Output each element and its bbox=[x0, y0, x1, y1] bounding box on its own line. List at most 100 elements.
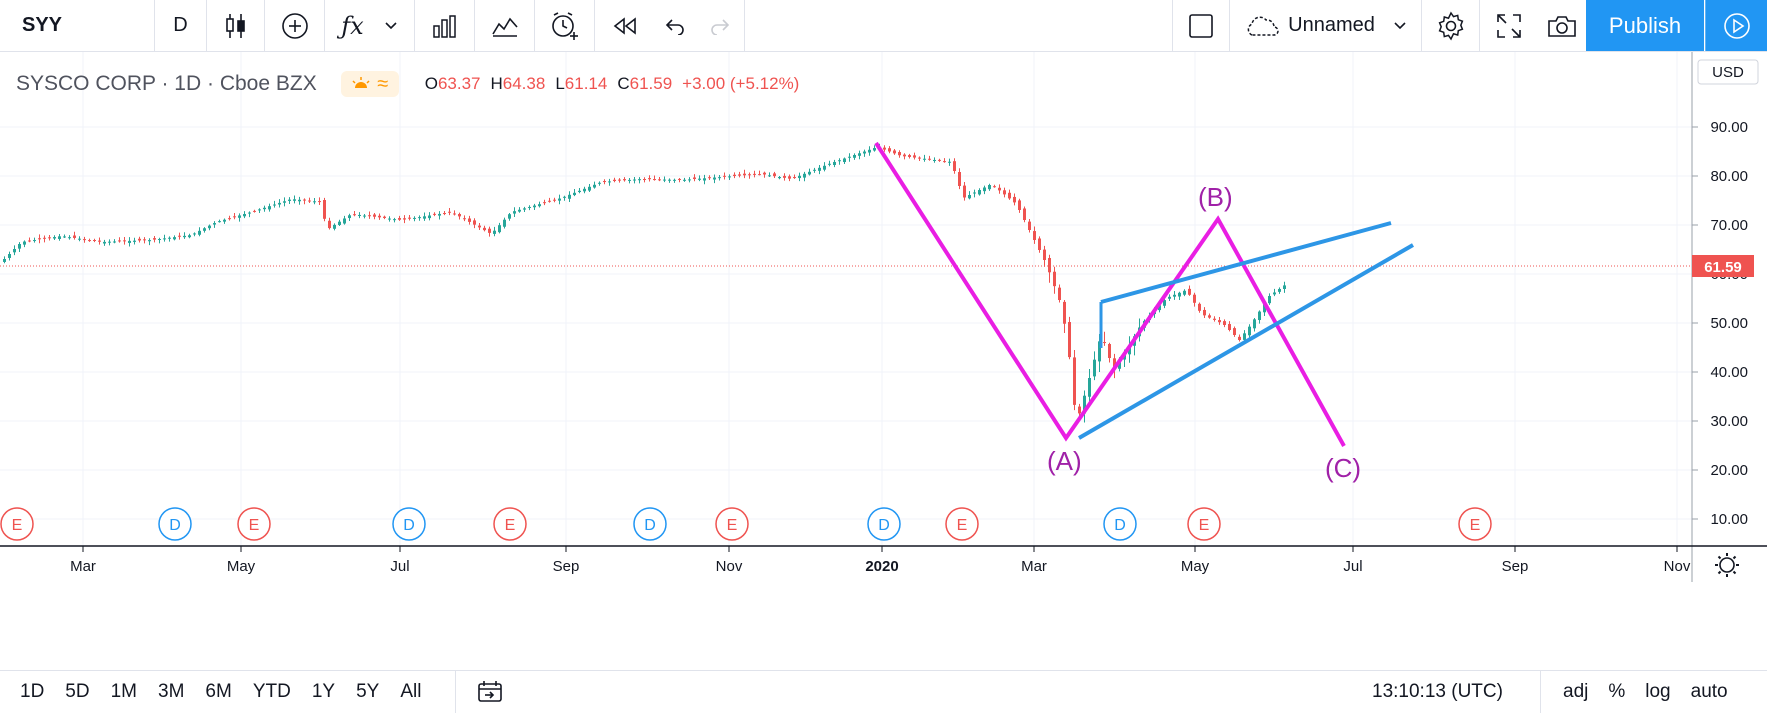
go-to-date-button[interactable] bbox=[455, 671, 504, 713]
replay-button[interactable] bbox=[595, 0, 655, 51]
time-tick-label: Nov bbox=[716, 558, 743, 575]
earnings-marker[interactable]: E bbox=[1187, 507, 1221, 541]
undo-button[interactable] bbox=[655, 0, 695, 51]
market-status-badge[interactable]: ≈ bbox=[340, 71, 399, 97]
range-5y[interactable]: 5Y bbox=[356, 681, 380, 702]
settings-button[interactable] bbox=[1422, 0, 1480, 51]
earnings-marker[interactable]: E bbox=[715, 507, 749, 541]
time-utc[interactable]: 13:10:13 (UTC) bbox=[1372, 681, 1503, 702]
range-1d[interactable]: 1D bbox=[20, 681, 45, 702]
candle bbox=[188, 233, 191, 239]
add-compare-icon bbox=[281, 12, 308, 39]
candle bbox=[318, 197, 321, 205]
price-tick-label: 20.00 bbox=[1710, 462, 1748, 479]
candle bbox=[888, 146, 891, 154]
earnings-marker[interactable]: E bbox=[1458, 507, 1492, 541]
layout-name-button[interactable]: Unnamed bbox=[1230, 0, 1422, 51]
log-toggle[interactable]: log bbox=[1645, 681, 1671, 702]
candle bbox=[788, 174, 791, 182]
candle bbox=[528, 205, 531, 211]
candle bbox=[1193, 292, 1196, 307]
candle bbox=[1243, 330, 1246, 342]
range-1y[interactable]: 1Y bbox=[311, 681, 336, 702]
candle bbox=[843, 157, 846, 164]
price-tick-label: 10.00 bbox=[1710, 511, 1748, 528]
redo-button[interactable] bbox=[695, 0, 745, 51]
candle bbox=[353, 210, 356, 217]
candle bbox=[248, 211, 251, 218]
top-toolbar: SYY D ƒx bbox=[0, 0, 1767, 52]
earnings-marker[interactable]: E bbox=[945, 507, 979, 541]
symbol-title[interactable]: SYSCO CORP · 1D · Cboe BZX bbox=[16, 72, 317, 95]
publish-button[interactable]: Publish bbox=[1586, 0, 1704, 51]
adj-toggle[interactable]: adj bbox=[1563, 681, 1589, 702]
gear-icon bbox=[1719, 557, 1735, 573]
candle bbox=[138, 236, 141, 243]
dividend-marker[interactable]: D bbox=[1103, 507, 1137, 541]
price-axis[interactable]: 90.0080.0070.0060.0050.0040.0030.0020.00… bbox=[1692, 119, 1748, 528]
percent-toggle[interactable]: % bbox=[1608, 681, 1626, 702]
financials-button[interactable] bbox=[415, 0, 475, 51]
candles-icon bbox=[225, 13, 245, 38]
range-5d[interactable]: 5D bbox=[65, 681, 90, 702]
candle bbox=[603, 179, 606, 185]
symbol-search[interactable]: SYY bbox=[0, 0, 155, 51]
snapshot-button[interactable] bbox=[1538, 0, 1586, 51]
elliott-wave-drawing[interactable] bbox=[874, 141, 1346, 447]
time-axis[interactable]: Mar May Jul Sep Nov 2020 Mar May Jul Sep Nov bbox=[70, 546, 1691, 575]
publish-options-button[interactable] bbox=[1705, 0, 1767, 51]
indicators-button[interactable]: ƒx bbox=[325, 0, 415, 51]
candle bbox=[1003, 187, 1006, 198]
price-chart[interactable]: (A) (B) (C) E D E D E D E D E D E E 90.00 80.00 70.00… bbox=[0, 52, 1767, 670]
gear-icon bbox=[1438, 11, 1463, 40]
chart-type-button[interactable] bbox=[207, 0, 265, 51]
candle bbox=[68, 235, 71, 240]
candle bbox=[623, 177, 626, 182]
candle bbox=[813, 167, 816, 173]
currency-badge[interactable] bbox=[1697, 59, 1759, 85]
candle bbox=[1218, 317, 1221, 325]
candle bbox=[953, 158, 956, 174]
axis-settings-button[interactable] bbox=[1715, 553, 1739, 577]
range-ytd[interactable]: YTD bbox=[252, 681, 291, 702]
range-all[interactable]: All bbox=[400, 681, 422, 702]
dividend-marker[interactable]: D bbox=[392, 507, 426, 541]
dividend-marker[interactable]: D bbox=[158, 507, 192, 541]
change-value: +3.00 (+5.12%) bbox=[682, 74, 800, 93]
range-6m[interactable]: 6M bbox=[205, 681, 232, 702]
candle bbox=[1093, 351, 1096, 381]
earnings-marker[interactable]: E bbox=[237, 507, 271, 541]
dividend-marker[interactable]: D bbox=[633, 507, 667, 541]
candle bbox=[658, 177, 661, 182]
clock-display[interactable]: 13:10:13 (UTC) bbox=[1372, 671, 1503, 713]
candle bbox=[938, 158, 941, 162]
candle bbox=[598, 181, 601, 186]
wave-label-c: (C) bbox=[1325, 453, 1361, 483]
alert-button[interactable] bbox=[535, 0, 595, 51]
dividend-marker[interactable]: D bbox=[867, 507, 901, 541]
range-3m[interactable]: 3M bbox=[158, 681, 185, 702]
redo-icon bbox=[710, 18, 729, 35]
candle bbox=[43, 235, 46, 243]
candle bbox=[698, 175, 701, 182]
candle bbox=[858, 150, 861, 160]
interval-button[interactable]: D bbox=[155, 0, 207, 51]
range-1m[interactable]: 1M bbox=[110, 681, 137, 702]
candle bbox=[1063, 300, 1066, 334]
candle bbox=[213, 221, 216, 228]
candle bbox=[553, 197, 556, 203]
auto-toggle[interactable]: auto bbox=[1690, 681, 1728, 702]
templates-button[interactable] bbox=[475, 0, 535, 51]
fullscreen-button[interactable] bbox=[1480, 0, 1538, 51]
candle bbox=[258, 208, 261, 214]
channel-drawing[interactable] bbox=[1077, 221, 1415, 440]
event-letter: E bbox=[249, 517, 260, 534]
earnings-marker[interactable]: E bbox=[0, 507, 34, 541]
earnings-marker[interactable]: E bbox=[493, 507, 527, 541]
chart-area[interactable]: (A) (B) (C) E D E D E D E D E D E E 90.00 80.00 70.00… bbox=[0, 52, 1767, 670]
compare-button[interactable] bbox=[265, 0, 325, 51]
select-layout-button[interactable] bbox=[1172, 0, 1230, 51]
candle bbox=[1053, 266, 1056, 294]
candle bbox=[848, 153, 851, 162]
candle bbox=[1208, 313, 1211, 319]
